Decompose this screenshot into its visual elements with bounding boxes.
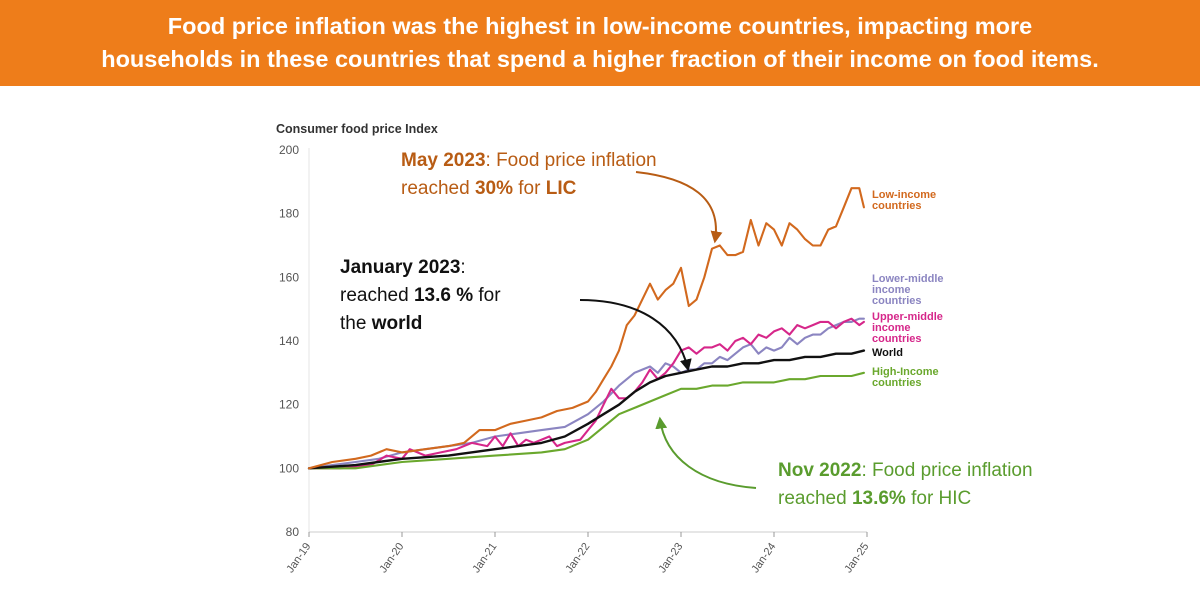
annotation-nov-value: 13.6% [851,488,906,509]
annotation-may-text-1: : Food price inflation [485,150,657,171]
x-tick-label: Jan-20 [377,541,406,575]
annotation-jan-text-2: reached [340,285,414,306]
annotation-may-group: LIC [545,178,577,199]
annotation-jan-group: world [371,313,423,334]
series-label-world: World [872,347,903,359]
annotation-jan-date: January 2023 [340,257,461,278]
series-line-upper-middle [307,317,865,470]
series-label-upper-middle: income [872,322,911,334]
annotation-may-text-2: reached [401,178,475,199]
series-line-high-income [307,371,865,470]
series-line-world [307,349,866,470]
annotation-jan-value: 13.6 % [413,285,474,306]
annotation-jan-text-3: for [473,285,501,306]
y-axis-title: Consumer food price Index [276,122,438,136]
series-label-lower-middle: countries [872,295,922,307]
annotation-may-2023: May 2023: Food price inflation reached 3… [401,147,731,203]
series-label-low-income: countries [872,200,922,212]
headline-text: Food price inflation was the highest in … [101,10,1099,76]
y-tick-label: 80 [286,525,300,539]
annotation-jan-text-4: the [340,313,372,334]
x-tick-label: Jan-25 [842,541,871,575]
arrow-may-2023 [635,171,723,244]
series-label-high-income: countries [872,377,922,389]
series-label-high-income: High-Income [872,366,939,378]
x-tick-label: Jan-21 [470,541,499,575]
x-tick-label: Jan-23 [656,541,685,575]
series-line-lower-middle [307,317,865,470]
x-tick-label: Jan-24 [749,541,778,575]
headline-line-2: households in these countries that spend… [101,46,1099,72]
annotation-may-text-3: for [512,178,546,199]
series-line-low-income [307,187,865,470]
y-tick-label: 120 [279,398,299,412]
annotation-may-date: May 2023 [401,150,486,171]
series-label-lower-middle: Lower-middle [872,273,944,285]
x-tick-label: Jan-19 [284,541,313,575]
y-tick-label: 200 [279,143,299,157]
annotation-nov-text-1: : Food price inflation [861,460,1033,481]
y-tick-label: 140 [279,334,299,348]
annotation-nov-2022: Nov 2022: Food price inflation reached 1… [778,457,1118,513]
headline-banner: Food price inflation was the highest in … [0,0,1200,86]
annotation-nov-date: Nov 2022 [778,460,862,481]
annotation-nov-text-2: reached [778,488,852,509]
y-tick-label: 180 [279,207,299,221]
x-tick-label: Jan-22 [563,541,592,575]
arrow-jan-2023 [579,299,692,372]
series-label-lower-middle: income [872,284,911,296]
y-tick-label: 160 [279,270,299,284]
annotation-jan-2023: January 2023: reached 13.6 % for the wor… [340,254,540,338]
annotation-nov-text-3: for HIC [905,488,972,509]
y-tick-label: 100 [279,461,299,475]
headline-line-1: Food price inflation was the highest in … [167,13,1033,39]
series-label-low-income: Low-income [872,189,936,201]
annotation-jan-text-1: : [460,257,466,278]
food-price-chart: Consumer food price Index 80 100 120 140 160 1… [276,122,944,575]
arrow-nov-2022 [655,416,757,489]
annotation-may-value: 30% [474,178,513,199]
series-label-upper-middle: Upper-middle [872,311,943,323]
series-label-upper-middle: countries [872,333,922,345]
